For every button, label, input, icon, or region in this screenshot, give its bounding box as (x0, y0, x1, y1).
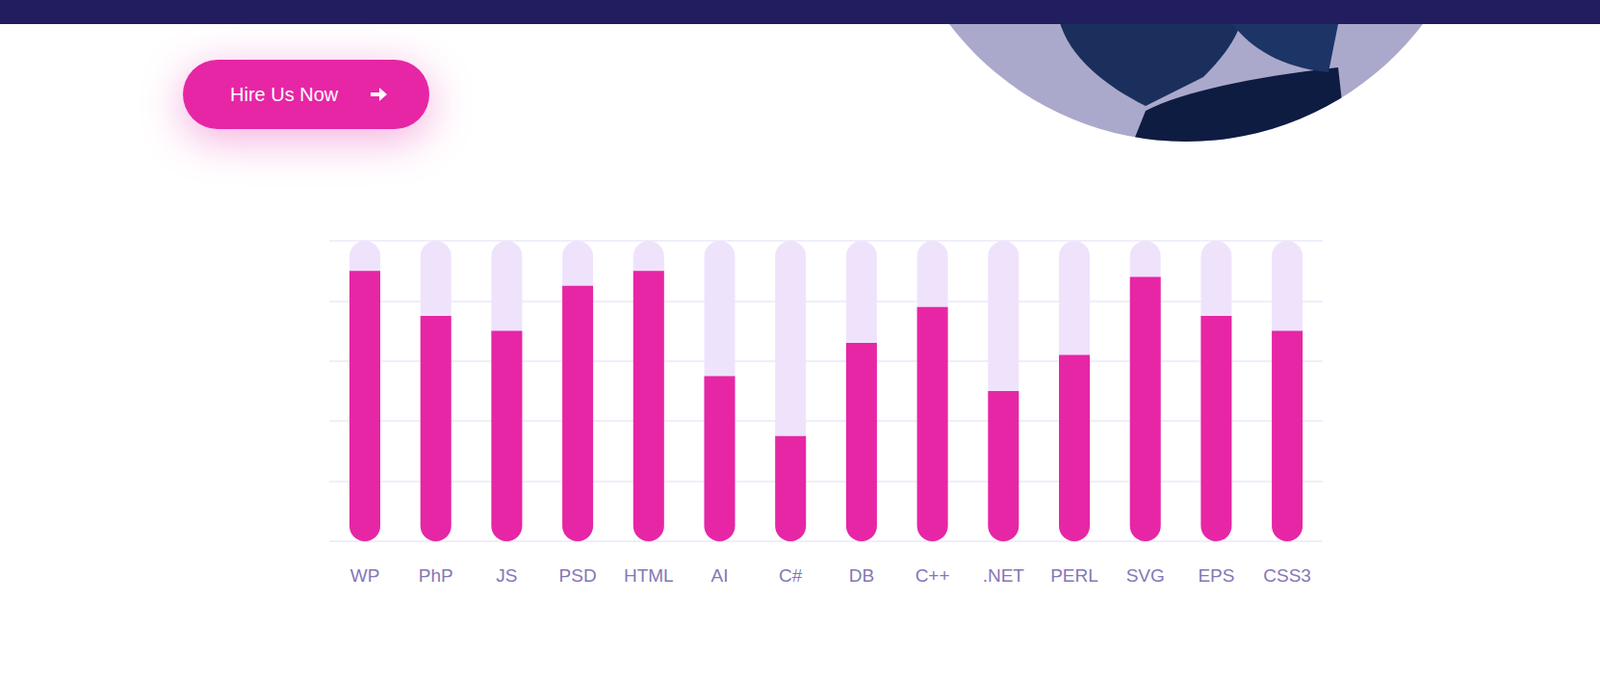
svg-text:JS: JS (495, 565, 517, 586)
svg-text:WP: WP (350, 565, 381, 586)
svg-text:AI: AI (711, 565, 729, 586)
svg-text:SVG: SVG (1126, 565, 1165, 586)
svg-text:PhP: PhP (418, 565, 454, 586)
svg-text:CSS3: CSS3 (1263, 565, 1312, 586)
svg-text:DB: DB (849, 565, 875, 586)
svg-text:HTML: HTML (623, 565, 674, 586)
svg-text:C++: C++ (915, 565, 951, 586)
svg-text:EPS: EPS (1197, 565, 1235, 586)
svg-text:PSD: PSD (559, 565, 597, 586)
html-text:Hire Us Now: Hire Us Now (230, 83, 339, 105)
svg-text:C#: C# (778, 565, 803, 586)
svg-text:PERL: PERL (1050, 565, 1099, 586)
svg-text:.NET: .NET (982, 565, 1026, 586)
